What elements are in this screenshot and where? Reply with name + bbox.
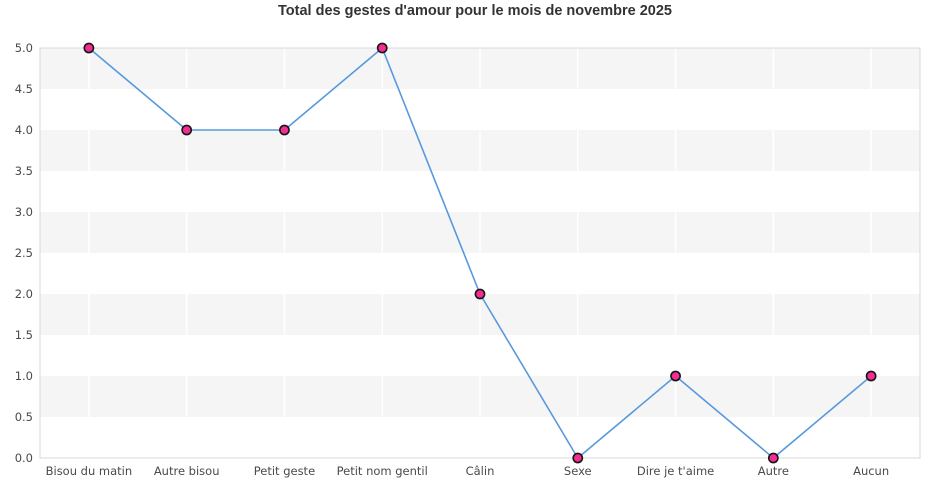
y-tick-label: 1.5 xyxy=(15,328,33,342)
x-tick-label: Petit nom gentil xyxy=(337,464,428,478)
data-point-7[interactable] xyxy=(767,452,779,464)
x-tick-label: Petit geste xyxy=(254,464,315,478)
x-tick-label: Sexe xyxy=(564,464,592,478)
y-tick-label: 3.5 xyxy=(15,164,33,178)
y-tick-label: 0.0 xyxy=(15,451,33,465)
plot-border xyxy=(39,47,921,459)
data-point-3[interactable] xyxy=(376,42,388,54)
y-tick-label: 5.0 xyxy=(15,41,33,55)
data-point-8[interactable] xyxy=(865,370,877,382)
x-tick-label: Autre xyxy=(758,464,789,478)
x-tick-label: Câlin xyxy=(466,464,495,478)
x-axis-labels: Bisou du matin Autre bisou Petit geste Peti… xyxy=(46,464,890,478)
x-tick-label: Bisou du matin xyxy=(46,464,133,478)
chart-title: Total des gestes d'amour pour le mois de… xyxy=(278,3,672,19)
data-point-1[interactable] xyxy=(181,124,193,136)
data-point-2[interactable] xyxy=(279,124,290,136)
data-point-0[interactable] xyxy=(83,42,95,54)
vertical-gridlines xyxy=(88,48,872,458)
data-points xyxy=(83,42,877,464)
y-tick-label: 2.5 xyxy=(15,246,33,260)
x-tick-label: Autre bisou xyxy=(154,464,220,478)
y-tick-label: 4.5 xyxy=(15,82,33,96)
y-tick-label: 4.0 xyxy=(15,123,33,137)
data-point-5[interactable] xyxy=(572,452,584,464)
y-tick-label: 3.0 xyxy=(15,205,33,219)
x-tick-label: Aucun xyxy=(853,464,889,478)
x-tick-label: Dire je t'aime xyxy=(637,464,714,478)
data-point-4[interactable] xyxy=(474,288,486,300)
data-point-6[interactable] xyxy=(670,370,681,382)
y-tick-label: 0.5 xyxy=(15,410,33,424)
y-tick-label: 1.0 xyxy=(15,369,33,383)
y-axis-labels: 5.0 4.5 4.0 3.5 3.0 2.5 2.0 1.5 1.0 0.5 0.0 xyxy=(15,41,33,465)
y-tick-label: 2.0 xyxy=(15,287,33,301)
